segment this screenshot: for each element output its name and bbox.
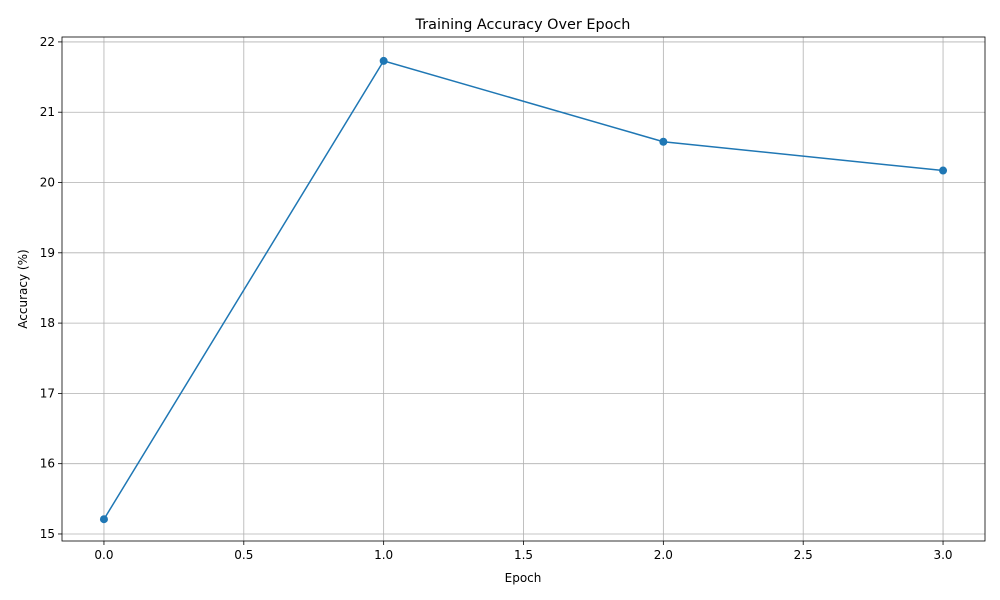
y-tick-label: 21 <box>40 105 55 119</box>
point <box>939 166 948 175</box>
y-tick-label: 19 <box>40 246 55 260</box>
y-axis-label: Accuracy (%) <box>16 249 30 328</box>
x-tick-label: 3.0 <box>933 548 952 562</box>
x-tick-label: 2.5 <box>794 548 813 562</box>
x-tick-label: 1.5 <box>514 548 533 562</box>
x-tick-label: 2.0 <box>654 548 673 562</box>
y-tick-label: 18 <box>40 316 55 330</box>
x-tick-label: 0.5 <box>234 548 253 562</box>
y-tick-label: 16 <box>40 457 55 471</box>
point <box>379 56 388 65</box>
y-tick-label: 22 <box>40 35 55 49</box>
x-tick-label: 1.0 <box>374 548 393 562</box>
y-tick-label: 20 <box>40 176 55 190</box>
point <box>99 515 108 524</box>
x-tick-label: 0.0 <box>94 548 113 562</box>
chart-title: Training Accuracy Over Epoch <box>415 17 631 33</box>
line <box>103 60 944 520</box>
x-axis-label: Epoch <box>505 571 542 585</box>
plot-frame <box>61 36 986 542</box>
point <box>659 137 668 146</box>
y-tick-label: 15 <box>40 527 55 541</box>
y-tick-label: 17 <box>40 386 55 400</box>
